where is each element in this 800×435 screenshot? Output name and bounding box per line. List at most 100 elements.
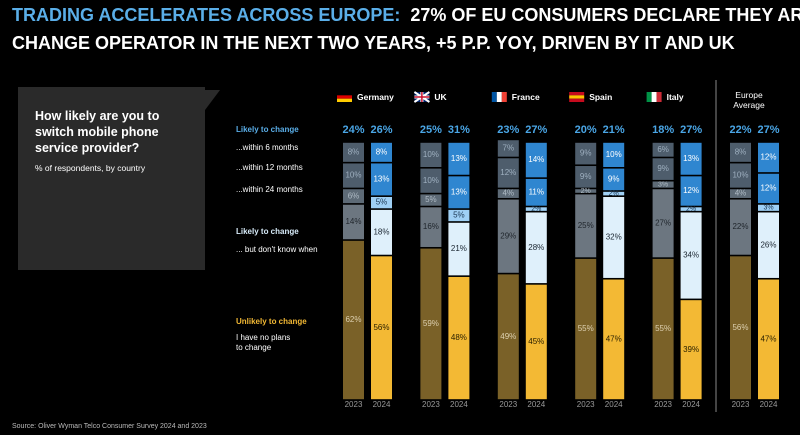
value-label: 3% bbox=[763, 205, 773, 212]
value-label: 5% bbox=[376, 198, 388, 207]
value-label: 11% bbox=[529, 187, 544, 196]
bar-segment bbox=[652, 181, 674, 188]
total-label: 27% bbox=[525, 124, 547, 136]
value-label: 9% bbox=[608, 175, 620, 184]
bar-segment bbox=[448, 142, 470, 175]
bar-segment bbox=[448, 176, 470, 209]
total-label: 23% bbox=[497, 124, 519, 136]
value-label: 22% bbox=[732, 222, 748, 231]
value-label: 8% bbox=[348, 147, 360, 156]
bar-segment bbox=[730, 256, 751, 400]
flag bbox=[646, 92, 652, 102]
bar-segment bbox=[448, 222, 470, 276]
bar-segment bbox=[730, 189, 751, 198]
total-label: 20% bbox=[575, 124, 597, 136]
flag bbox=[491, 92, 497, 102]
bar-segment bbox=[420, 142, 442, 167]
x-tick-label: 2023 bbox=[654, 400, 672, 409]
value-label: 2% bbox=[686, 206, 696, 213]
value-label: 3% bbox=[658, 181, 668, 188]
bar-segment bbox=[758, 173, 779, 204]
bar-segment bbox=[497, 199, 519, 273]
bar-segment bbox=[680, 176, 702, 206]
x-tick-label: 2024 bbox=[450, 400, 468, 409]
bar-segment bbox=[758, 279, 779, 400]
country-label: Germany bbox=[357, 92, 394, 102]
bar-segment bbox=[420, 207, 442, 247]
value-label: 62% bbox=[345, 315, 361, 324]
value-label: 12% bbox=[500, 168, 516, 177]
legend-entry: ...within 12 months bbox=[236, 163, 303, 172]
bar-segment bbox=[371, 142, 392, 162]
legend-heading: Likely to change bbox=[236, 125, 299, 134]
title-rest: 27% OF EU CONSUMERS DECLARE THEY ARE LIK… bbox=[410, 5, 800, 25]
value-label: 5% bbox=[453, 211, 465, 220]
value-label: 13% bbox=[683, 154, 699, 163]
value-label: 45% bbox=[528, 337, 544, 346]
total-label: 24% bbox=[342, 124, 364, 136]
flag bbox=[569, 98, 585, 102]
flag bbox=[496, 92, 502, 102]
bar-segment bbox=[575, 189, 597, 193]
bar-segment bbox=[652, 142, 674, 157]
bar-segment bbox=[730, 142, 751, 162]
value-label: 55% bbox=[578, 324, 594, 333]
source: Source: Oliver Wyman Telco Consumer Surv… bbox=[12, 423, 207, 430]
value-label: 25% bbox=[578, 221, 594, 230]
bar-segment bbox=[652, 158, 674, 180]
flag bbox=[656, 92, 662, 102]
value-label: 27% bbox=[655, 218, 671, 227]
country-label: Europe Average bbox=[733, 90, 765, 110]
flag bbox=[501, 92, 507, 102]
legend-entry: ... but don't know when bbox=[236, 245, 318, 254]
bar-segment bbox=[652, 258, 674, 400]
x-tick-label: 2023 bbox=[422, 400, 440, 409]
total-label: 21% bbox=[603, 124, 625, 136]
value-label: 10% bbox=[345, 171, 361, 180]
bar-segment bbox=[371, 163, 392, 196]
bar-segment bbox=[603, 196, 625, 278]
total-label: 26% bbox=[370, 124, 392, 136]
value-label: 8% bbox=[376, 147, 388, 156]
value-label: 16% bbox=[423, 222, 439, 231]
country-label: UK bbox=[434, 92, 447, 102]
value-label: 12% bbox=[760, 153, 776, 162]
value-label: 48% bbox=[451, 333, 467, 342]
question-box bbox=[18, 87, 220, 270]
value-label: 9% bbox=[580, 149, 592, 158]
value-label: 56% bbox=[373, 323, 389, 332]
bar-segment bbox=[730, 199, 751, 255]
x-tick-label: 2023 bbox=[732, 400, 750, 409]
bar-segment bbox=[575, 194, 597, 258]
bar-segment bbox=[603, 168, 625, 191]
value-label: 2% bbox=[531, 206, 541, 213]
legend-heading: Unlikely to change bbox=[236, 317, 307, 326]
bar-segment bbox=[758, 212, 779, 278]
flag bbox=[569, 95, 585, 99]
value-label: 2% bbox=[609, 190, 619, 197]
flag bbox=[337, 95, 352, 99]
question-note: % of respondents, by country bbox=[35, 163, 146, 173]
bar-segment bbox=[575, 258, 597, 400]
bar-segment bbox=[603, 191, 625, 196]
question: How likely are you to switch mobile phon… bbox=[35, 109, 160, 155]
value-label: 39% bbox=[683, 345, 699, 354]
country-label: Italy bbox=[666, 92, 684, 102]
x-tick-label: 2024 bbox=[527, 400, 545, 409]
bar-segment bbox=[497, 189, 519, 198]
flag bbox=[414, 92, 430, 102]
value-label: 10% bbox=[423, 176, 439, 185]
value-label: 9% bbox=[580, 172, 592, 181]
value-label: 10% bbox=[732, 171, 748, 180]
bar-segment bbox=[371, 196, 392, 209]
bar-segment bbox=[603, 142, 625, 167]
value-label: 10% bbox=[423, 150, 439, 159]
bar-segment bbox=[680, 300, 702, 400]
bar-segment bbox=[680, 142, 702, 175]
value-label: 6% bbox=[348, 191, 360, 200]
x-tick-label: 2023 bbox=[577, 400, 595, 409]
value-label: 12% bbox=[683, 186, 699, 195]
bar-segment bbox=[525, 142, 547, 178]
x-tick-label: 2023 bbox=[499, 400, 517, 409]
